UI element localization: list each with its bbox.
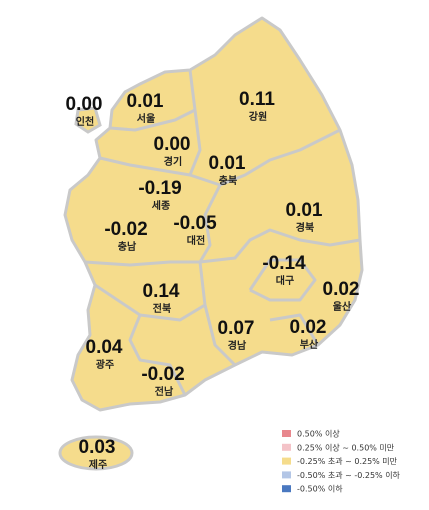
legend-label: -0.50% 이하 (297, 484, 343, 494)
region-value: -0.14 (262, 253, 306, 274)
legend-label: 0.25% 이상 ~ 0.50% 미만 (297, 442, 395, 452)
region-border (198, 184, 222, 263)
region-name: 대구 (276, 274, 294, 287)
region-value: -0.02 (104, 219, 147, 240)
region-border (203, 304, 237, 367)
region-name: 충남 (118, 240, 137, 253)
region-value: 0.04 (86, 337, 123, 358)
region-value: 0.02 (323, 279, 360, 300)
legend-swatch (282, 471, 291, 479)
region-value: -0.19 (138, 178, 181, 199)
region-border (84, 228, 361, 267)
region-value: 0.01 (127, 91, 164, 112)
region-border (188, 69, 202, 176)
region-name: 제주 (89, 458, 107, 471)
region-value: 0.03 (79, 437, 116, 458)
legend-label: 0.50% 이상 (297, 429, 340, 439)
region-name: 경남 (228, 339, 247, 352)
region-name: 울산 (333, 300, 352, 313)
region-value: -0.02 (141, 364, 184, 385)
region-value: 0.11 (239, 89, 275, 110)
region-border (128, 314, 187, 396)
mainland (63, 16, 364, 412)
legend-swatch (282, 457, 291, 465)
region-value: 0.02 (290, 317, 327, 338)
region-name: 인천 (76, 115, 94, 128)
legend-label: -0.25% 초과 ~ 0.25% 미만 (297, 457, 398, 466)
region-name: 부산 (300, 338, 319, 351)
legend: 0.50% 이상 0.25% 이상 ~ 0.50% 미만 -0.25% 초과 ~ 0… (282, 429, 401, 494)
region-value: 0.01 (209, 153, 246, 174)
region-name: 강원 (249, 110, 267, 123)
region-value: -0.05 (173, 213, 217, 234)
region-name: 세종 (152, 199, 170, 212)
region-name: 전북 (153, 302, 171, 315)
region-value: 0.00 (154, 134, 191, 155)
jeju-island (58, 435, 134, 471)
legend-swatch (282, 485, 291, 493)
region-name: 대전 (187, 234, 205, 247)
region-border (109, 108, 196, 132)
region-name: 경기 (164, 155, 182, 168)
region-value: 0.01 (286, 200, 323, 221)
region-border (94, 261, 207, 322)
region-value: 0.07 (218, 318, 255, 339)
legend-swatch (282, 430, 291, 437)
legend-label: -0.50% 초과 ~ -0.25% 이하 (297, 470, 401, 480)
region-border (248, 258, 317, 302)
land (58, 16, 364, 471)
region-name: 서울 (137, 112, 155, 125)
region-name: 전남 (155, 385, 174, 398)
region-name: 충북 (219, 174, 237, 187)
region-value: 0.14 (143, 281, 180, 302)
incheon-island (74, 106, 102, 134)
region-border (269, 313, 320, 346)
legend-swatch (282, 443, 291, 451)
region-value: 0.00 (66, 94, 103, 115)
region-name: 광주 (96, 359, 114, 371)
region-name: 경북 (296, 221, 314, 234)
